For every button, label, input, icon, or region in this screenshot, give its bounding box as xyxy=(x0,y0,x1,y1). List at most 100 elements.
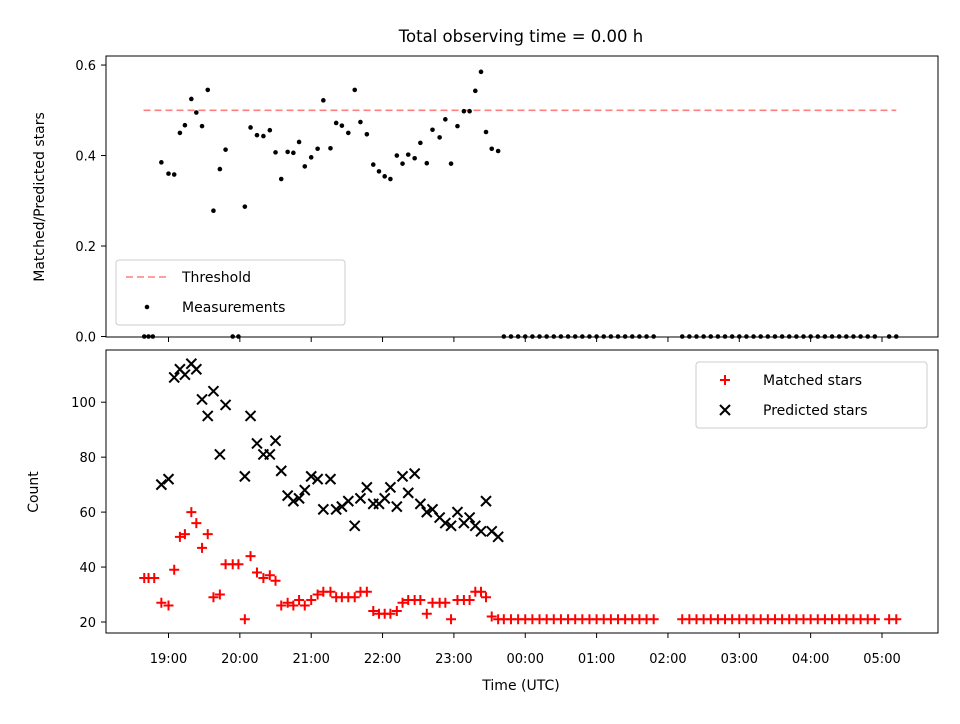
predicted-star-point xyxy=(396,470,409,483)
matched-star-point xyxy=(440,597,451,608)
predicted-star-point xyxy=(264,448,276,461)
measurement-point xyxy=(177,130,183,136)
x-tick-label: 01:00 xyxy=(578,652,615,667)
predicted-star-point xyxy=(480,495,492,507)
measurement-point xyxy=(483,129,489,135)
x-tick-label: 02:00 xyxy=(649,652,686,667)
matched-star-point xyxy=(264,570,275,581)
predicted-star-point xyxy=(445,520,457,532)
measurement-point xyxy=(315,146,320,152)
measurement-point xyxy=(364,131,370,137)
measurement-point xyxy=(339,123,345,128)
measurement-point xyxy=(637,334,642,339)
matched-star-point xyxy=(270,575,281,586)
predicted-star-point xyxy=(190,363,203,375)
bottom-plot-frame xyxy=(105,349,939,634)
measurement-point xyxy=(296,139,302,145)
measurement-point xyxy=(400,161,405,166)
measurement-point xyxy=(199,123,205,129)
measurement-point xyxy=(302,164,308,169)
top-y-tick-label: 0.2 xyxy=(75,240,96,255)
measurement-point xyxy=(478,69,484,75)
bottom-legend: Matched stars Predicted stars xyxy=(695,361,928,429)
measurement-point xyxy=(467,108,472,114)
predicted-star-point xyxy=(361,481,373,494)
matched-star-point xyxy=(186,507,197,518)
bottom-y-tick-label: 40 xyxy=(79,561,96,576)
measurement-point xyxy=(622,334,628,339)
matched-star-point xyxy=(276,600,287,611)
matched-star-point xyxy=(163,600,174,611)
measurement-point xyxy=(217,166,223,172)
measurement-point xyxy=(424,160,430,166)
measurement-point xyxy=(358,119,363,125)
measurement-point xyxy=(254,132,260,138)
measurement-point xyxy=(872,334,878,339)
x-tick-label: 22:00 xyxy=(364,652,401,667)
x-tick-label: 23:00 xyxy=(435,652,472,667)
measurement-point xyxy=(166,171,171,176)
measurement-point xyxy=(205,87,211,93)
matched-star-point xyxy=(349,592,360,603)
measurement-point xyxy=(786,334,792,339)
measurement-point xyxy=(448,161,454,166)
matched-star-point xyxy=(415,595,426,606)
matched-star-point xyxy=(245,551,256,562)
top-legend-box xyxy=(115,259,346,326)
predicted-star-point xyxy=(408,467,421,480)
measurement-point xyxy=(370,162,376,167)
predicted-star-point xyxy=(451,506,464,518)
measurement-point xyxy=(715,334,721,339)
measurement-point xyxy=(267,127,273,133)
x-axis-label: Time (UTC) xyxy=(481,678,559,694)
matched-star-point xyxy=(179,529,190,540)
measurement-point xyxy=(461,108,467,114)
measurement-point xyxy=(443,117,448,122)
measurement-point xyxy=(146,334,151,339)
top-y-axis-label: Matched/Predicted stars xyxy=(32,112,48,282)
measurement-point xyxy=(729,334,735,339)
top-y-tick-label: 0.4 xyxy=(75,150,96,165)
measurement-point xyxy=(687,334,692,339)
measurement-point xyxy=(679,334,685,339)
predicted-star-point xyxy=(214,448,226,461)
matched-star-point xyxy=(251,567,262,578)
matched-star-point xyxy=(391,606,402,617)
matched-star-point xyxy=(397,597,408,608)
measurement-point xyxy=(418,140,423,146)
bottom-y-ticks: 20 40 60 80 100 xyxy=(71,396,106,631)
matched-star-point xyxy=(294,595,305,606)
measurement-point xyxy=(430,127,435,133)
measurement-point xyxy=(580,334,585,339)
measurement-point xyxy=(223,147,228,152)
matched-star-point xyxy=(325,586,336,597)
matched-star-point xyxy=(368,606,379,617)
predicted-stars-points xyxy=(155,358,504,543)
x-tick-label: 19:00 xyxy=(150,652,187,667)
matched-star-point xyxy=(299,600,310,611)
measurement-point xyxy=(551,334,557,339)
predicted-star-point xyxy=(354,492,367,505)
measurement-point xyxy=(501,334,507,339)
top-legend: Threshold Measurements xyxy=(115,259,346,326)
measurement-point xyxy=(495,148,501,154)
matched-star-point xyxy=(149,573,160,584)
measurement-point xyxy=(308,155,314,160)
measurement-point xyxy=(291,150,296,156)
measurement-point xyxy=(382,174,387,179)
matched-star-point xyxy=(481,592,492,603)
predicted-star-point xyxy=(179,369,191,381)
measurement-point xyxy=(321,98,326,103)
measurement-point xyxy=(794,334,799,339)
predicted-star-point xyxy=(244,410,257,422)
matched-star-point xyxy=(446,614,457,625)
bottom-y-tick-label: 80 xyxy=(79,451,96,466)
measurement-point xyxy=(594,334,599,339)
legend-matched-swatch xyxy=(720,375,730,385)
measurement-point xyxy=(765,334,771,339)
measurement-point xyxy=(758,334,764,339)
matched-star-point xyxy=(421,608,432,619)
predicted-star-point xyxy=(492,531,504,543)
measurement-point xyxy=(189,96,194,102)
